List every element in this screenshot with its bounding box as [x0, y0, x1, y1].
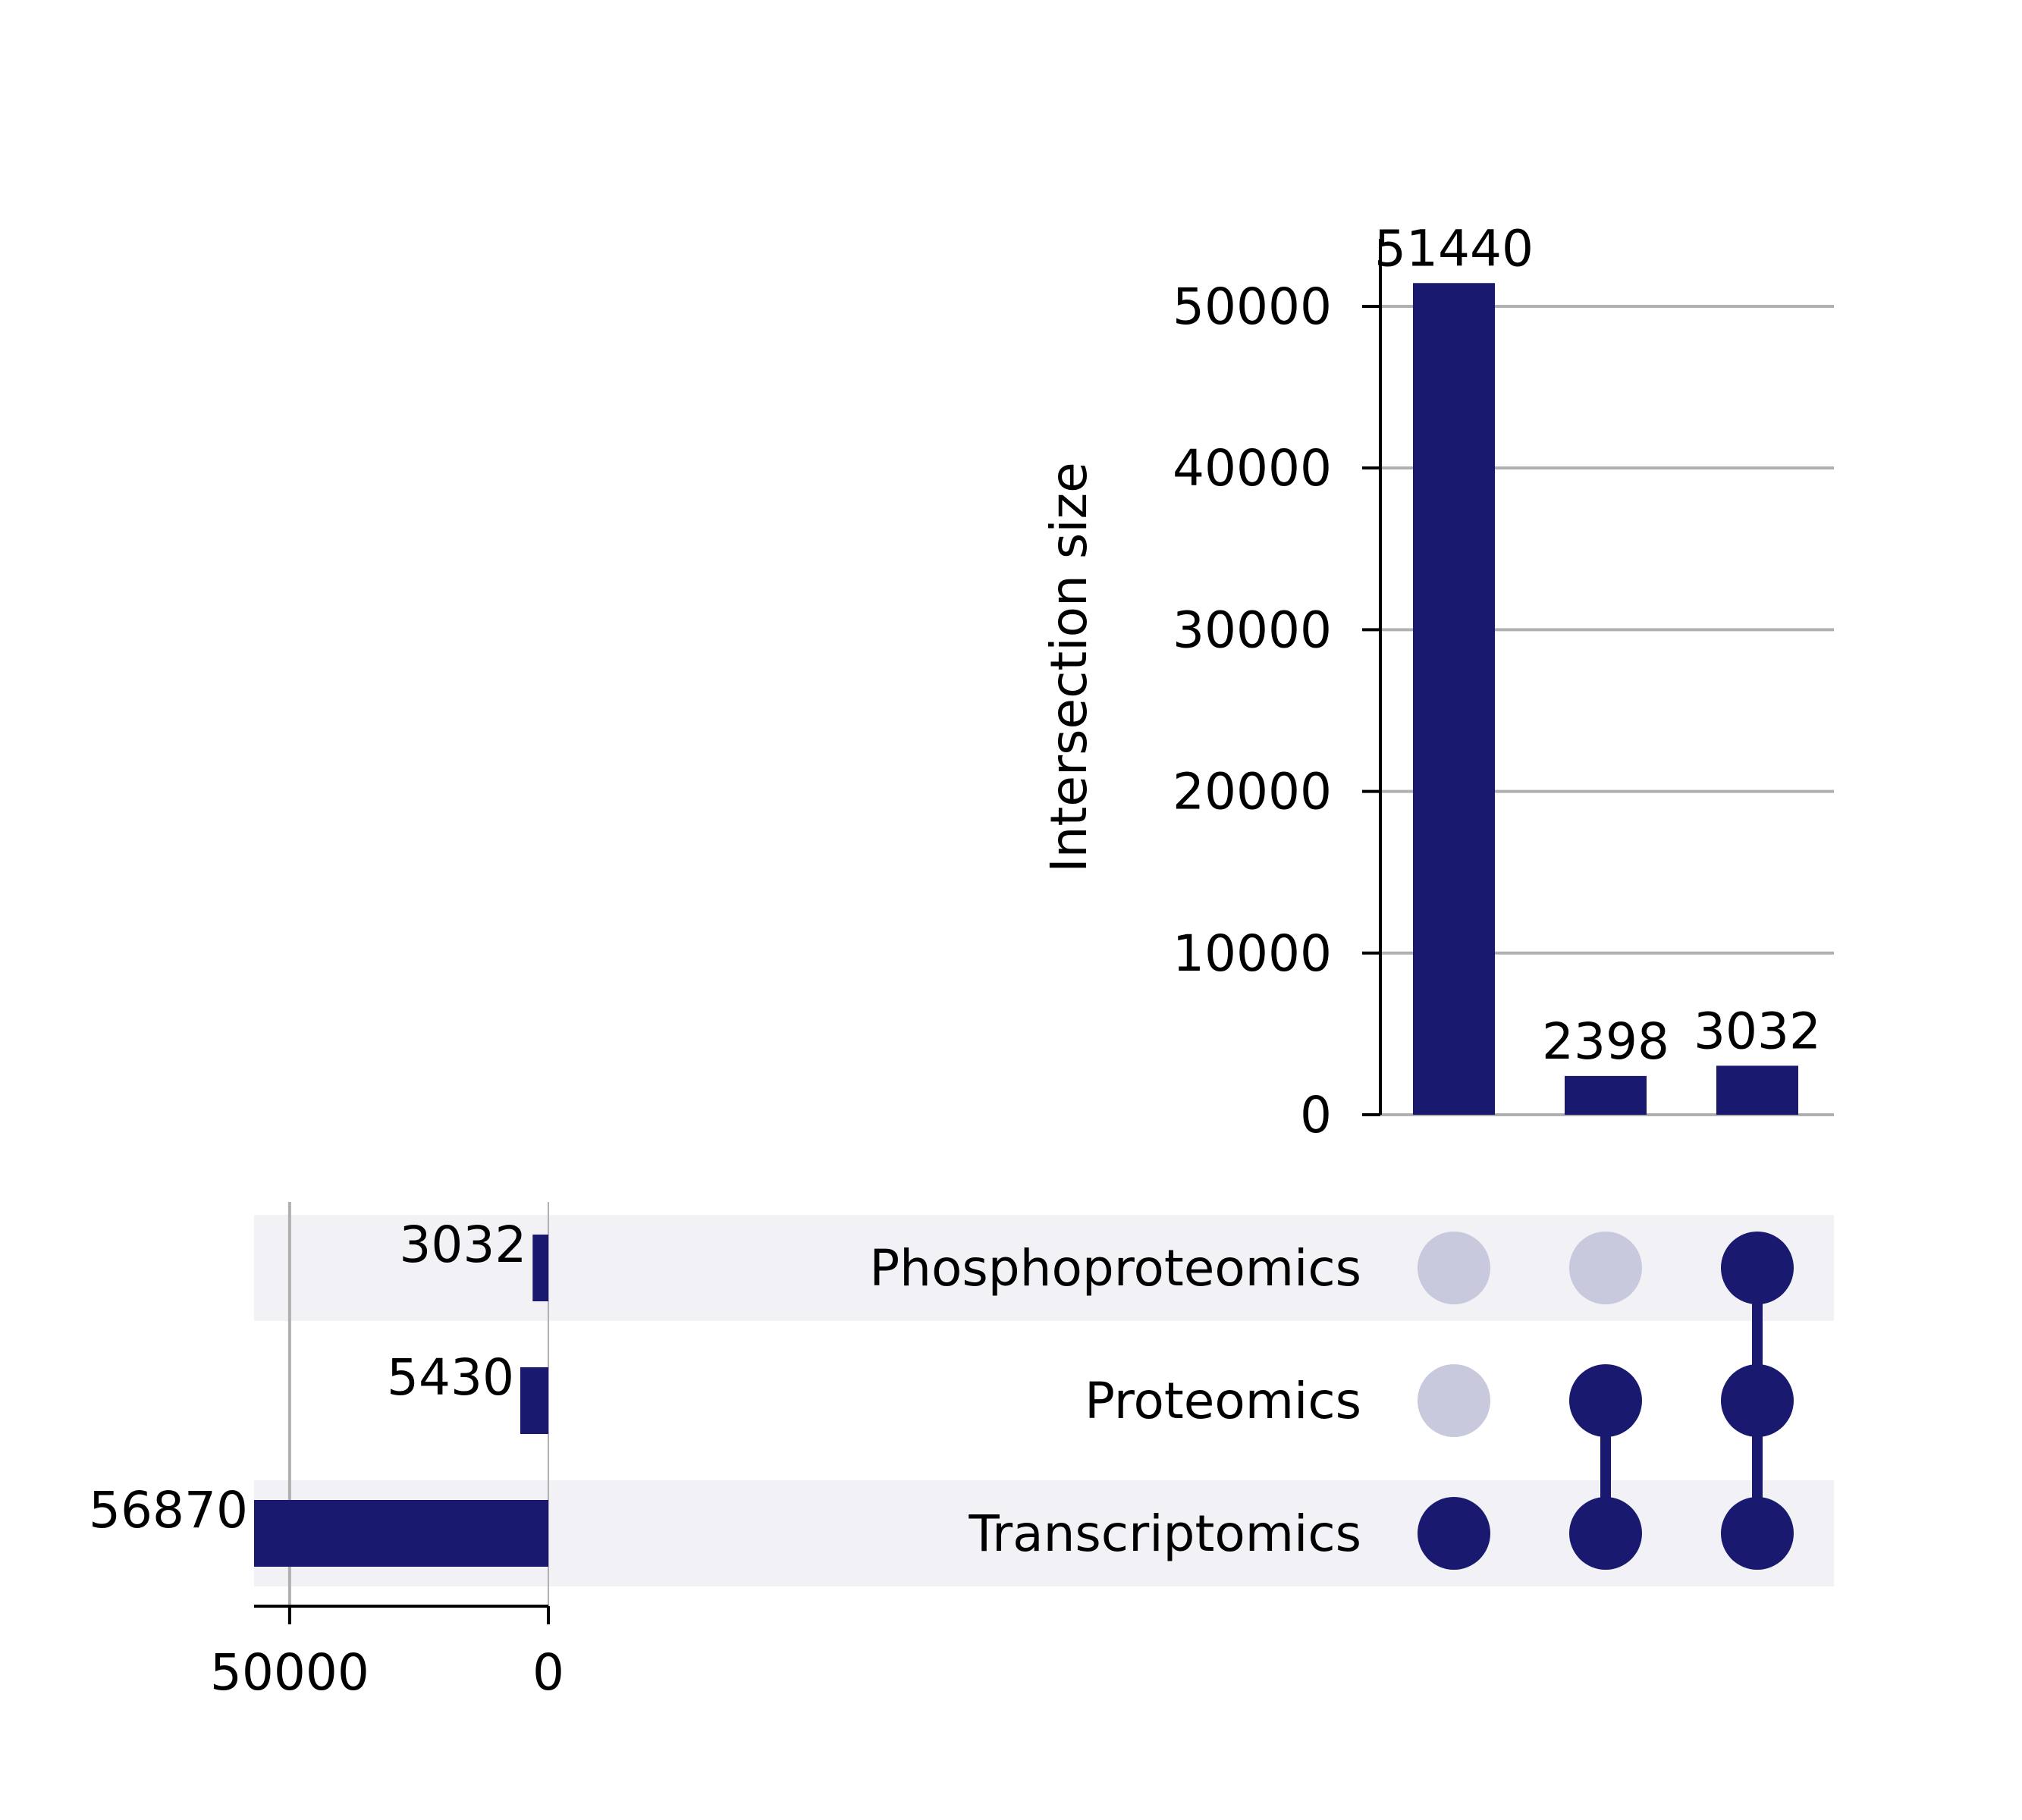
- intersection-bar: [1716, 1065, 1798, 1115]
- membership-dot-active: [1721, 1364, 1794, 1437]
- intersection-y-tick-label: 50000: [1173, 278, 1332, 336]
- set-size-bar-phosphoproteomics: [532, 1235, 548, 1301]
- set-size-bar-label: 3032: [399, 1216, 526, 1274]
- set-name-label: Proteomics: [1085, 1372, 1361, 1430]
- membership-dot-inactive: [1418, 1232, 1490, 1304]
- intersection-y-tick-label: 0: [1300, 1086, 1332, 1144]
- set-size-bars: [254, 1235, 548, 1567]
- set-size-bar-label: 5430: [387, 1348, 514, 1407]
- set-size-x-tick-label: 0: [532, 1643, 564, 1702]
- intersection-y-tick-label: 30000: [1173, 601, 1332, 659]
- membership-dot-active: [1721, 1232, 1794, 1304]
- set-size-bar-label: 56870: [89, 1481, 248, 1539]
- set-size-x-tick-label: 50000: [210, 1643, 369, 1702]
- set-name-label: Transcriptomics: [968, 1505, 1361, 1563]
- axes: [254, 239, 1382, 1624]
- set-name-label: Phosphoproteomics: [869, 1239, 1361, 1298]
- intersection-y-tick-label: 10000: [1173, 924, 1332, 983]
- intersection-bar-label: 51440: [1374, 219, 1534, 278]
- intersection-bar-label: 3032: [1694, 1002, 1821, 1060]
- intersection-bar: [1413, 283, 1495, 1115]
- membership-dot-active: [1569, 1497, 1642, 1570]
- intersection-bars: [1413, 283, 1798, 1115]
- intersection-y-tick-label: 40000: [1173, 439, 1332, 497]
- intersection-bar: [1565, 1075, 1647, 1115]
- set-size-bar-transcriptomics: [254, 1500, 548, 1567]
- membership-dot-inactive: [1569, 1232, 1642, 1304]
- labels: 0 10000 20000 30000 40000 50000 51440 2398 3032 5…: [89, 219, 1821, 1702]
- membership-dot-active: [1721, 1497, 1794, 1570]
- membership-dot-inactive: [1418, 1364, 1490, 1437]
- membership-dot-active: [1418, 1497, 1490, 1570]
- intersection-y-tick-label: 20000: [1173, 763, 1332, 821]
- intersection-bar-label: 2398: [1542, 1012, 1669, 1071]
- intersection-axis-title: Intersection size: [1040, 462, 1098, 873]
- membership-matrix: [1418, 1232, 1794, 1570]
- membership-dot-active: [1569, 1364, 1642, 1437]
- set-size-bar-proteomics: [520, 1367, 548, 1434]
